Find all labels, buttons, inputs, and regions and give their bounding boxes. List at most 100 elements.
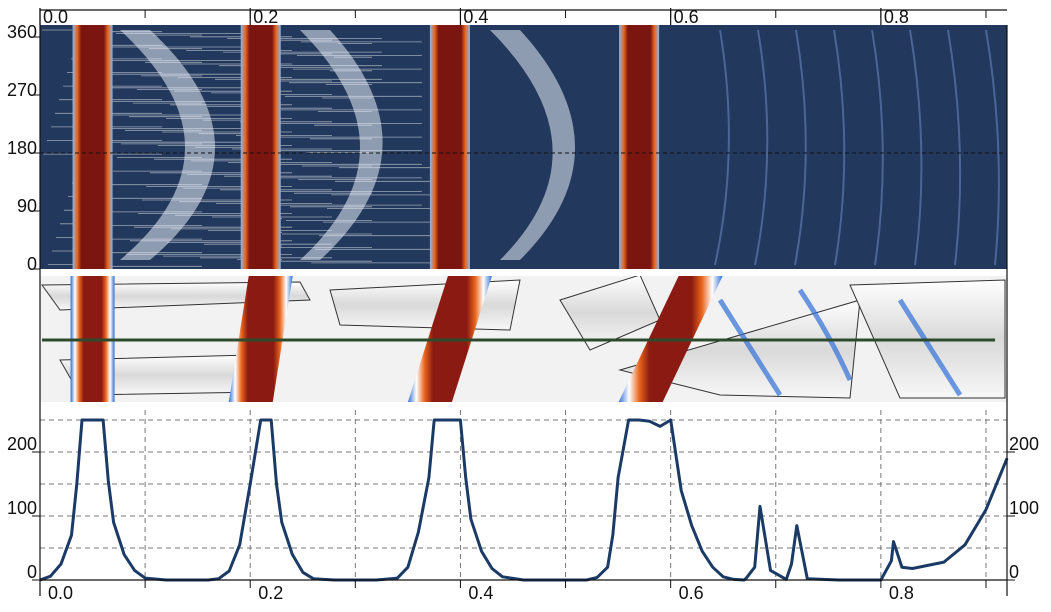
- heatmap-y-tick-label: 180: [7, 138, 37, 158]
- heatmap-ridge: [794, 29, 807, 266]
- heatmap-bands: [72, 25, 660, 269]
- series-point: [275, 483, 278, 485]
- surface-arc: [797, 288, 853, 382]
- series-point: [795, 524, 798, 527]
- series-point: [396, 577, 399, 579]
- heatmap-lobe: [300, 30, 383, 260]
- heatmap-band: [619, 25, 660, 269]
- series-point: [911, 567, 914, 570]
- tick-labels: 0.0 0.2 0.4 0.6 0.8 0.0 0.2 0.4 0.6 0.8 360 270 180 9…: [7, 7, 1039, 603]
- series-point: [638, 419, 640, 421]
- chart-y-tick-label-right: 0: [1009, 562, 1019, 582]
- series-point: [312, 577, 315, 580]
- series-point: [301, 571, 304, 574]
- series-point: [985, 508, 987, 511]
- bottom-tick-label: 0.2: [258, 583, 283, 603]
- series-point: [428, 476, 430, 479]
- series-point: [943, 561, 945, 563]
- chart-y-tick-label-right: 100: [1009, 498, 1039, 518]
- series-point: [228, 570, 230, 572]
- heatmap-band: [72, 25, 113, 269]
- heatmap-lobe: [120, 30, 215, 260]
- chart-y-tick-label-left: 100: [7, 498, 37, 518]
- series-point: [669, 419, 672, 421]
- heatmap-ridge: [947, 29, 962, 266]
- series-point: [501, 576, 504, 578]
- series-point: [480, 550, 483, 552]
- heatmap-y-tick-label: 0: [27, 254, 37, 274]
- series-point: [491, 567, 493, 570]
- series-point: [769, 569, 772, 572]
- heatmap-ridge: [871, 29, 884, 266]
- series-point: [133, 569, 136, 572]
- bottom-tick-label: 0.4: [468, 583, 493, 603]
- heatmap-y-tick-label: 270: [7, 80, 37, 100]
- bottom-tick-label: 0.6: [679, 583, 704, 603]
- top-tick-label: 0.6: [674, 7, 699, 27]
- surface-panel: [40, 276, 1007, 402]
- series-point: [60, 563, 62, 565]
- series-point: [270, 419, 273, 421]
- surface-patch: [618, 299, 861, 399]
- series-point: [49, 575, 52, 577]
- series-point: [470, 518, 472, 520]
- heatmap-ridge: [985, 29, 1000, 266]
- series-point: [745, 577, 748, 579]
- series-point: [680, 489, 682, 492]
- surface-arc: [717, 298, 783, 397]
- series-point: [70, 534, 73, 536]
- series-point: [890, 560, 893, 562]
- series-point: [690, 524, 693, 527]
- axes: [32, 8, 1015, 596]
- series-point: [606, 566, 609, 568]
- top-tick-label: 0.2: [253, 7, 278, 27]
- heatmap-ridge: [833, 29, 846, 266]
- series-point: [464, 476, 467, 479]
- heatmap-ridge: [909, 29, 923, 266]
- chart-y-tick-label-left: 0: [27, 562, 37, 582]
- series-point: [123, 553, 125, 556]
- series-point: [711, 566, 714, 568]
- series-point: [107, 480, 110, 482]
- heatmap-band: [429, 25, 470, 269]
- series-point: [81, 419, 83, 421]
- heatmap-y-tick-label: 360: [7, 22, 37, 42]
- surface-arc: [897, 298, 963, 397]
- series-line: [39, 418, 1009, 582]
- series-point: [901, 566, 903, 568]
- heatmap-band: [240, 25, 281, 269]
- top-tick-label: 0.8: [884, 7, 909, 27]
- series-point: [417, 531, 420, 533]
- series-point: [102, 419, 104, 421]
- series-point: [280, 521, 283, 524]
- series-point: [701, 550, 703, 552]
- series-point: [627, 419, 630, 421]
- bottom-tick-label: 0.8: [889, 583, 914, 603]
- series-point: [790, 563, 793, 565]
- series-point: [75, 483, 78, 485]
- top-tick-label: 0.0: [43, 7, 68, 27]
- chart-gridlines: [40, 410, 1007, 581]
- series-point: [806, 577, 809, 580]
- heatmap-ridge: [714, 29, 730, 266]
- chart-y-tick-label-right: 200: [1009, 434, 1039, 454]
- series-point: [964, 544, 966, 546]
- series-point: [759, 505, 761, 508]
- series-point: [753, 566, 756, 568]
- series-point: [659, 425, 661, 428]
- series-point: [438, 419, 441, 421]
- heatmap-ridge: [754, 29, 769, 266]
- top-tick-label: 0.4: [463, 7, 488, 27]
- line-chart-panel: [39, 410, 1009, 582]
- heatmap-texture: [42, 29, 1000, 267]
- series-point: [617, 476, 619, 479]
- bottom-tick-label: 0.0: [48, 583, 73, 603]
- heatmap-panel: [40, 25, 1007, 269]
- chart-y-tick-label-left: 200: [7, 434, 37, 454]
- series-point: [433, 419, 435, 421]
- series-point: [459, 419, 462, 421]
- series-point: [144, 577, 146, 579]
- heatmap-y-tick-label: 90: [17, 196, 37, 216]
- series-point: [596, 576, 598, 579]
